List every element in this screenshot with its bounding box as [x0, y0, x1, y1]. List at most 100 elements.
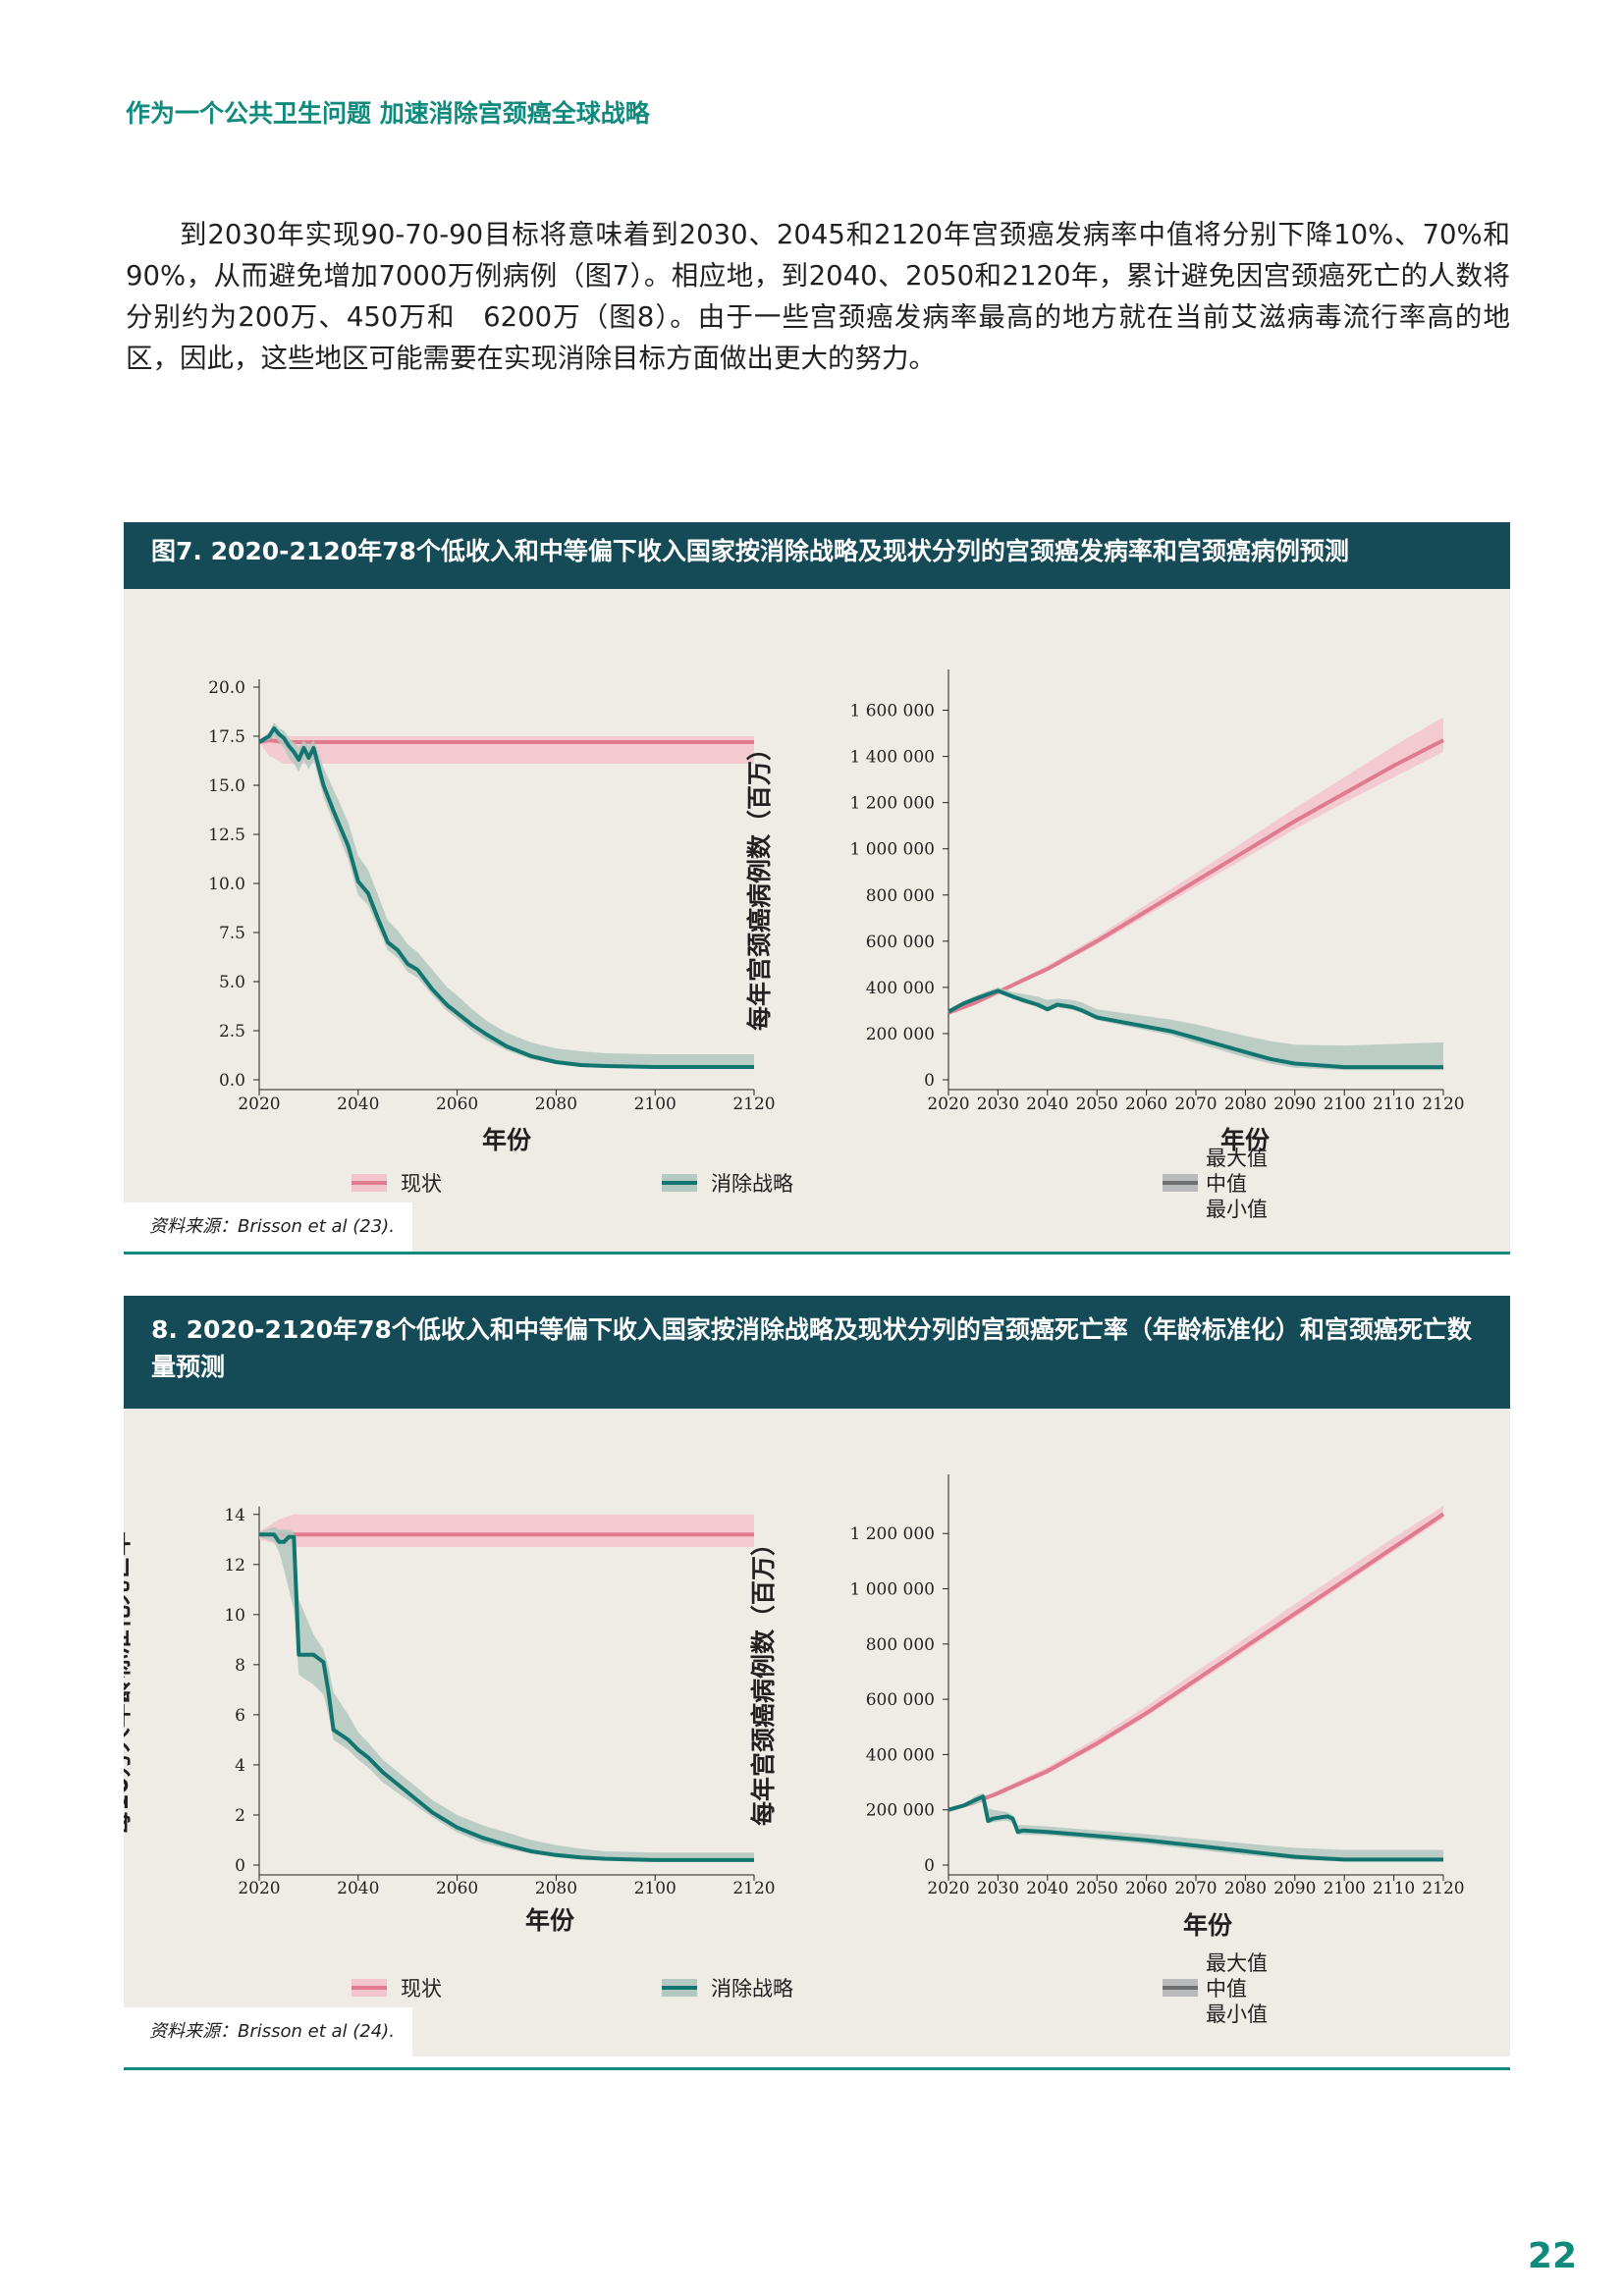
figure-7-charts: 0.0 2.5 5.0 7.5 10.0 12.5 15.0 17.5 20.0 2020 2040… [208, 669, 1465, 1221]
status-quo-range-band [948, 717, 1443, 1014]
figure-8-charts: 0 2 4 6 8 10 12 14 2020 2040 2060 2080 2100 2120 年份 每10… [124, 1474, 1465, 2026]
y-tick-label: 0.0 [219, 1071, 245, 1091]
legend-label-min: 最小值 [1206, 1198, 1268, 1221]
y-tick-label: 200 000 [866, 1801, 935, 1821]
page-number: 22 [1527, 2236, 1577, 2276]
x-tick-label: 2060 [436, 1095, 478, 1114]
figure-7-rule [124, 1252, 1510, 1255]
chart-panel-right: 0 200 000 400 000 600 000 800 000 1 000 000 1 … [745, 669, 1465, 1154]
legend-label-max: 最大值 [1206, 1147, 1268, 1170]
x-tick-label: 2040 [1026, 1879, 1068, 1898]
x-tick-label: 2100 [1324, 1879, 1366, 1898]
x-tick-label: 2050 [1076, 1879, 1118, 1898]
x-axis-title: 年份 [1220, 1126, 1270, 1154]
x-axis-title: 年份 [482, 1126, 531, 1154]
y-tick-label: 600 000 [866, 1690, 935, 1710]
y-axis-title: 每10万人年龄标准化死亡率 [124, 1531, 134, 1836]
x-tick-label: 2120 [1422, 1879, 1464, 1898]
elimination-median-line [947, 1794, 1443, 1862]
y-tick-label: 0 [924, 1856, 935, 1876]
x-tick-label: 2060 [1125, 1879, 1167, 1898]
y-tick-label: 4 [235, 1756, 245, 1776]
y-tick-label: 800 000 [866, 1635, 935, 1655]
x-tick-label: 2080 [535, 1095, 577, 1114]
y-tick-label: 10 [224, 1606, 245, 1626]
figure-7: 图7. 2020-2120年78个低收入和中等偏下收入国家按消除战略及现状分列的… [124, 522, 1510, 1252]
x-tick-label: 2060 [436, 1879, 478, 1898]
y-tick-label: 6 [235, 1706, 245, 1726]
y-tick-label: 10.0 [208, 875, 245, 894]
figure-7-body: 0.0 2.5 5.0 7.5 10.0 12.5 15.0 17.5 20.0 2020 2040… [124, 589, 1510, 1252]
x-tick-label: 2040 [337, 1879, 379, 1898]
x-tick-label: 2030 [977, 1879, 1019, 1898]
figure-7-source: 资料来源：Brisson et al (23). [124, 1202, 412, 1252]
x-tick-label: 2020 [238, 1879, 280, 1898]
y-tick-label: 1 400 000 [849, 748, 935, 768]
y-tick-label: 0 [924, 1071, 935, 1091]
figure-7-title: 图7. 2020-2120年78个低收入和中等偏下收入国家按消除战略及现状分列的… [124, 522, 1510, 589]
x-tick-label: 2100 [1324, 1095, 1366, 1114]
y-axis-title: 每年宫颈癌病例数（百万） [745, 736, 774, 1031]
y-tick-label: 8 [235, 1656, 245, 1676]
elimination-range-band [259, 1526, 754, 1862]
y-tick-label: 400 000 [866, 1745, 935, 1765]
y-tick-label: 15.0 [208, 776, 245, 796]
x-tick-label: 2030 [977, 1095, 1019, 1114]
figure-8-rule [124, 2067, 1510, 2070]
y-tick-label: 5.0 [219, 973, 245, 992]
x-tick-label: 2120 [732, 1095, 775, 1114]
y-tick-label: 1 200 000 [849, 794, 935, 814]
figure-8: 8. 2020-2120年78个低收入和中等偏下收入国家按消除战略及现状分列的宫… [124, 1296, 1510, 2056]
legend-label-status-quo: 现状 [401, 1977, 442, 2001]
y-tick-label: 200 000 [866, 1025, 935, 1044]
x-axis-title: 年份 [1183, 1911, 1232, 1940]
y-tick-label: 1 200 000 [849, 1524, 935, 1544]
elimination-range-band [259, 722, 754, 1068]
y-tick-label: 600 000 [866, 933, 935, 952]
y-tick-label: 20.0 [208, 678, 245, 698]
x-tick-label: 2060 [1125, 1095, 1167, 1114]
x-tick-label: 2080 [535, 1879, 577, 1898]
elimination-median-line [257, 726, 754, 1069]
chart-panel-right: 0 200 000 400 000 600 000 800 000 1 000 000 1 … [749, 1474, 1465, 1940]
x-tick-label: 2110 [1373, 1879, 1415, 1898]
elimination-median-line [259, 1532, 754, 1862]
y-tick-label: 17.5 [208, 727, 245, 747]
status-quo-range-band [948, 1506, 1443, 1812]
legend-label-median: 中值 [1206, 1977, 1247, 2001]
status-quo-range-band [259, 1514, 754, 1547]
legend-label-elimination: 消除战略 [711, 1172, 793, 1196]
x-tick-label: 2090 [1273, 1095, 1316, 1114]
x-tick-label: 2100 [634, 1095, 677, 1114]
legend-label-median: 中值 [1206, 1172, 1247, 1196]
x-tick-label: 2040 [337, 1095, 379, 1114]
figure-8-source: 资料来源：Brisson et al (24). [124, 2007, 412, 2056]
chart-panel-left: 0.0 2.5 5.0 7.5 10.0 12.5 15.0 17.5 20.0 2020 2040… [208, 678, 775, 1154]
x-tick-label: 2110 [1373, 1095, 1415, 1114]
x-tick-label: 2100 [634, 1879, 677, 1898]
x-tick-label: 2080 [1224, 1095, 1267, 1114]
x-tick-label: 2040 [1026, 1095, 1068, 1114]
y-tick-label: 7.5 [219, 924, 245, 943]
y-tick-label: 12.5 [208, 826, 245, 845]
y-tick-label: 2.5 [219, 1022, 245, 1041]
x-tick-label: 2120 [1422, 1095, 1464, 1114]
intro-paragraph: 到2030年实现90-70-90目标将意味着到2030、2045和2120年宫颈… [126, 219, 1510, 374]
x-tick-label: 2070 [1174, 1879, 1217, 1898]
running-head: 作为一个公共卫生问题 加速消除宫颈癌全球战略 [126, 99, 650, 128]
elimination-median-line [947, 988, 1443, 1070]
legend-label-elimination: 消除战略 [711, 1977, 793, 2001]
x-tick-label: 2070 [1174, 1095, 1217, 1114]
y-tick-label: 12 [224, 1556, 245, 1575]
x-tick-label: 2090 [1273, 1879, 1316, 1898]
chart-panel-left: 0 2 4 6 8 10 12 14 2020 2040 2060 2080 2100 2120 年份 每10… [124, 1506, 776, 1935]
y-tick-label: 0 [235, 1856, 245, 1876]
y-tick-label: 400 000 [866, 979, 935, 998]
x-tick-label: 2020 [238, 1095, 280, 1114]
status-quo-median-line [947, 1512, 1445, 1812]
y-tick-label: 1 000 000 [849, 1580, 935, 1600]
y-tick-label: 1 000 000 [849, 840, 935, 860]
y-tick-label: 2 [235, 1806, 245, 1826]
